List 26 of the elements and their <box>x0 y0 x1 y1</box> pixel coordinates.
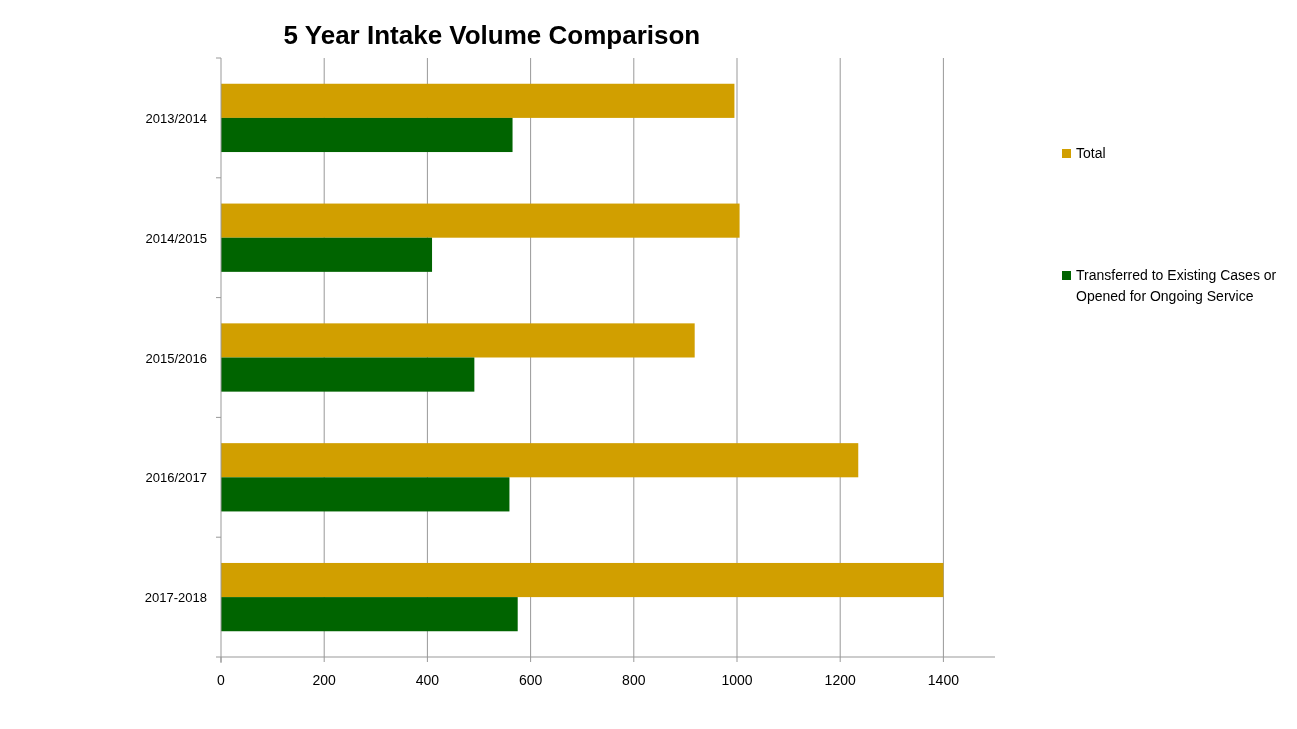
bar <box>221 83 735 118</box>
bar <box>221 477 510 512</box>
x-tick-label: 1400 <box>927 672 960 688</box>
y-tick-label: 2013/2014 <box>145 110 207 126</box>
y-tick-label: 2014/2015 <box>145 230 207 246</box>
bar <box>221 562 944 598</box>
bar <box>221 597 518 632</box>
x-tick-label: 200 <box>312 672 337 688</box>
x-tick-label: 1000 <box>721 672 753 688</box>
x-tick-label: 1200 <box>824 672 856 688</box>
y-tick-label: 2015/2016 <box>145 350 207 366</box>
legend-label: Transferred to Existing Cases or Opened for Ongoing Service <box>1076 267 1277 304</box>
x-tick-label: 600 <box>518 672 543 688</box>
x-tick-label: 0 <box>217 672 226 688</box>
x-tick-label: 800 <box>622 672 646 688</box>
y-tick-label: 2016/2017 <box>145 470 207 486</box>
bar <box>221 357 475 392</box>
legend-label: Total <box>1076 145 1106 161</box>
bar <box>221 237 433 272</box>
bar <box>221 117 513 153</box>
x-tick-label: 400 <box>415 672 440 688</box>
bar <box>221 203 740 238</box>
y-tick-label: 2017-2018 <box>144 590 207 606</box>
chart-title: 5 Year Intake Volume Comparison <box>283 20 701 50</box>
bar <box>221 323 695 358</box>
bar <box>221 443 859 478</box>
